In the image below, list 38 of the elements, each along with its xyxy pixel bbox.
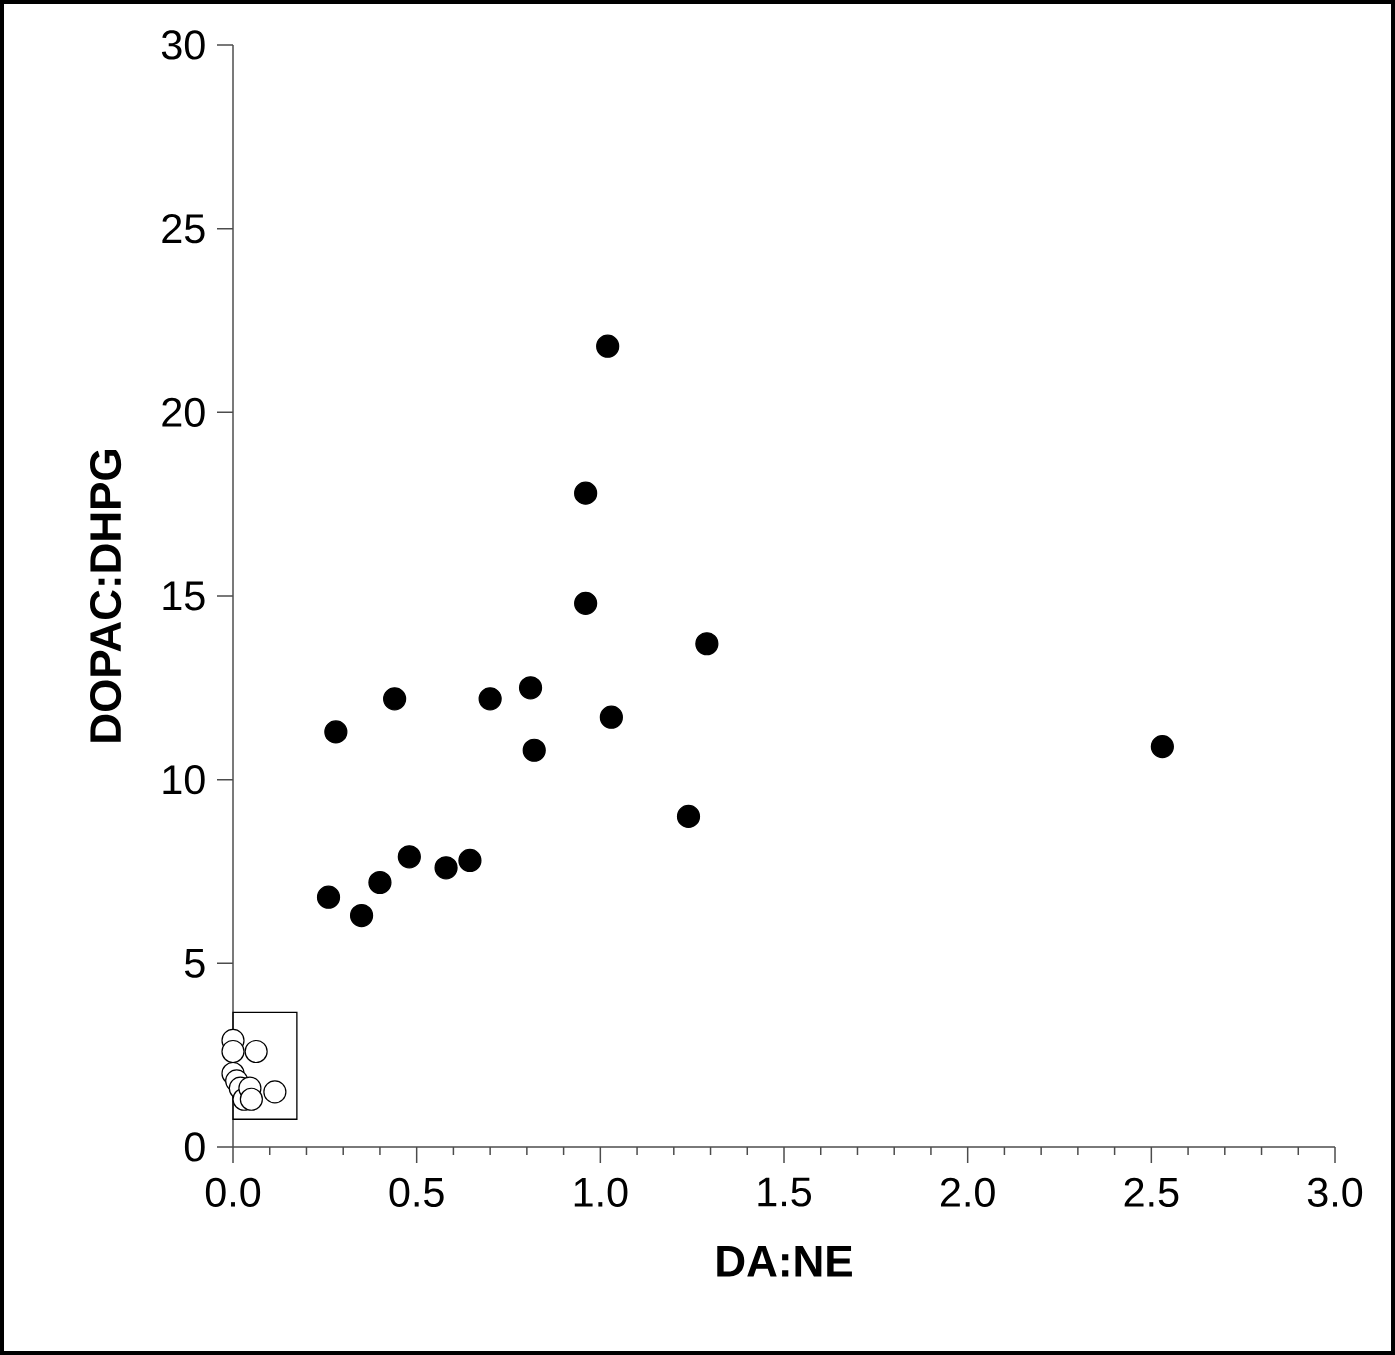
point xyxy=(324,720,348,744)
point xyxy=(522,738,546,762)
y-tick-label: 10 xyxy=(163,765,205,795)
y-tick-label: 5 xyxy=(184,948,205,978)
x-axis-title: DA:NE xyxy=(717,1246,852,1277)
x-tick-label: 3.0 xyxy=(1307,1177,1363,1207)
x-tick-label: 1.0 xyxy=(574,1177,628,1207)
point xyxy=(244,1039,268,1064)
point xyxy=(1150,734,1174,759)
point xyxy=(695,632,719,656)
point xyxy=(478,687,502,711)
x-tick-label: 0.0 xyxy=(205,1177,261,1207)
x-tick-label: 1.5 xyxy=(758,1177,811,1207)
point xyxy=(574,481,598,505)
point xyxy=(349,903,374,928)
x-tick-label: 2.0 xyxy=(941,1177,995,1207)
x-tick-label: 0.5 xyxy=(389,1177,444,1207)
point xyxy=(676,804,701,828)
point xyxy=(383,687,407,711)
x-tick-label: 2.5 xyxy=(1124,1177,1179,1207)
point xyxy=(239,1087,263,1111)
point xyxy=(221,1039,245,1064)
point xyxy=(397,845,421,869)
y-tick-label: 15 xyxy=(163,581,205,611)
y-tick-label: 0 xyxy=(184,1132,205,1162)
y-tick-label: 20 xyxy=(162,397,205,427)
point xyxy=(316,885,341,909)
point xyxy=(368,870,392,895)
y-axis-title: DOPAC:DHPG xyxy=(90,450,122,742)
point xyxy=(574,591,598,615)
point xyxy=(596,334,620,358)
point xyxy=(518,676,543,700)
point xyxy=(599,705,623,729)
point xyxy=(458,848,482,873)
y-tick-label: 30 xyxy=(161,30,205,60)
y-tick-label: 25 xyxy=(162,214,205,244)
point xyxy=(434,856,458,880)
point xyxy=(263,1080,287,1104)
